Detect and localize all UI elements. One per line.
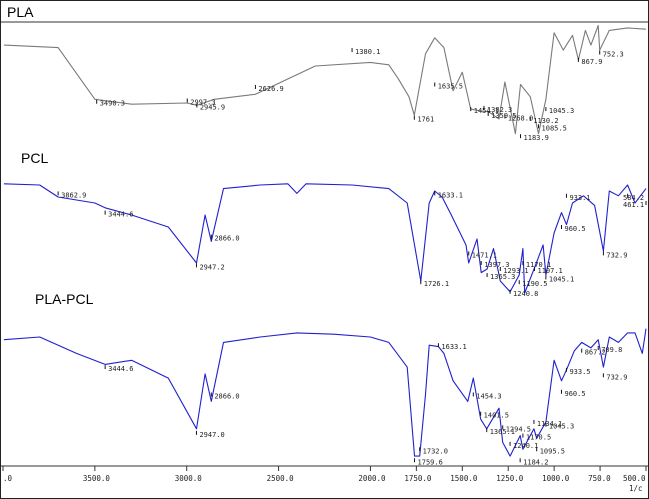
peak-label: 933.1 [569,194,590,202]
peak-label: 1359.5 [491,112,516,120]
peak-label: 1170.5 [526,434,551,442]
x-tick-label: 1000.0 [542,474,570,483]
x-tick-label: 2500.0 [267,474,295,483]
peak-label: 1726.1 [424,280,449,288]
peak-label: 1240.8 [513,290,538,298]
peak-label: 2866.0 [214,235,239,243]
peak-label: 2947.0 [199,431,224,439]
peak-label: 709.8 [601,346,622,354]
peak-label: 3490.3 [100,100,125,108]
peak-label: 3444.6 [108,365,133,373]
peak-label: 1759.6 [418,458,443,466]
x-tick-label: 1750.0 [404,474,432,483]
peak-label: 1268.0 [508,114,533,122]
peak-label: 2945.9 [200,103,225,111]
peak-label: 3444.6 [108,211,133,219]
peak-label: 461.1 [623,201,644,209]
peak-label: 1190.5 [522,280,547,288]
x-tick-label: 1500.0 [450,474,478,483]
peak-label: 1382.3 [487,106,512,114]
peak-label: 732.9 [606,373,627,381]
peak-label: 960.5 [564,390,585,398]
x-tick-label: 1250.0 [496,474,524,483]
spectrum-line-0 [3,24,647,135]
peak-label: 1184.2 [523,458,548,466]
x-tick-label: .0 [3,474,13,483]
peak-label: 732.9 [606,251,627,259]
peak-label: 1761 [417,116,434,124]
peak-label: 1471.1 [472,251,497,259]
peak-label: 1107.1 [537,267,562,275]
peak-label: 1401.5 [484,412,509,420]
x-tick-label: 3500.0 [83,474,111,483]
peak-label: 1454.1 [474,107,499,115]
peak-label: 1293.1 [503,267,528,275]
spectrum-line-2 [3,328,647,457]
peak-label: 1240.1 [513,442,538,450]
panel-title-pla: PLA [7,4,34,20]
peak-label: 584.2 [623,194,644,202]
peak-label: 1183.9 [524,134,549,142]
peak-label: 1365.3 [490,273,515,281]
peak-label: 2997.3 [190,98,215,106]
peak-label: 1365.1 [490,428,515,436]
peak-label: 2866.0 [214,393,239,401]
x-tick-label: 2000.0 [358,474,386,483]
peak-label: 1454.3 [476,393,501,401]
peak-label: 933.5 [569,368,590,376]
peak-label: 1130.2 [533,117,558,125]
peak-label: 867.2 [585,349,606,357]
peak-label: 1134.1 [537,420,562,428]
peak-label: 1170.1 [526,261,551,269]
panel-title-pla-pcl: PLA-PCL [35,291,94,307]
peak-label: 1633.1 [441,343,466,351]
peak-label: 1633.1 [438,191,463,199]
panel-title-pcl: PCL [21,150,48,166]
peak-label: 1085.5 [542,124,567,132]
peak-label: 1732.0 [423,447,448,455]
x-tick-label: 500.0 [623,474,646,483]
x-tick-label: 750.0 [588,474,611,483]
peak-label: 1635.5 [438,83,463,91]
peak-label: 1095.5 [540,447,565,455]
peak-label: 1294.5 [506,425,531,433]
peak-label: 867.9 [581,58,602,66]
peak-label: 1045.3 [549,107,574,115]
peak-label: 3862.9 [61,191,86,199]
peak-label: 1045.3 [549,423,574,431]
x-tick-label: 3000.0 [175,474,203,483]
peak-label: 1380.1 [355,48,380,56]
peak-label: 2626.9 [258,85,283,93]
peak-label: 2947.2 [199,263,224,271]
peak-label: 1045.1 [549,275,574,283]
x-unit-label: 1/c [629,484,643,493]
peak-label: 1397.3 [484,261,509,269]
peak-label: 960.5 [564,225,585,233]
peak-label: 752.3 [603,51,624,59]
spectrum-line-1 [3,183,647,294]
